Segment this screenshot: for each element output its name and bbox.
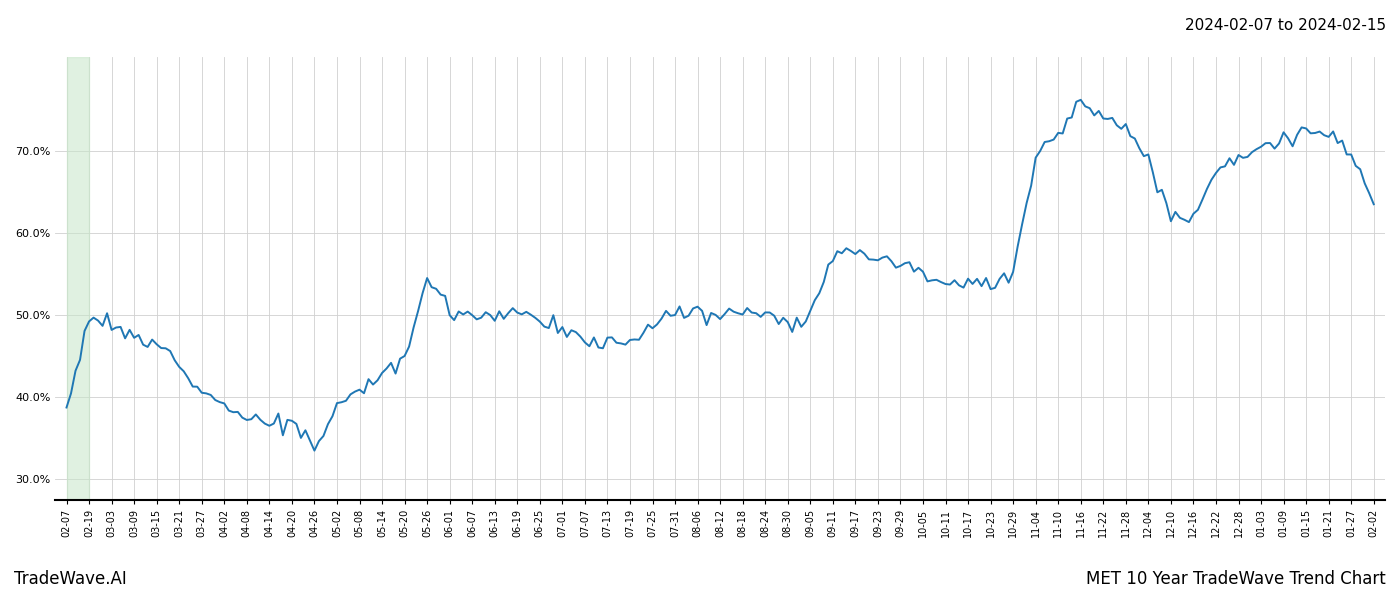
Bar (67, 57, 90, 500)
Text: TradeWave.AI: TradeWave.AI (14, 570, 127, 588)
Text: MET 10 Year TradeWave Trend Chart: MET 10 Year TradeWave Trend Chart (1086, 570, 1386, 588)
Text: 2024-02-07 to 2024-02-15: 2024-02-07 to 2024-02-15 (1184, 18, 1386, 33)
